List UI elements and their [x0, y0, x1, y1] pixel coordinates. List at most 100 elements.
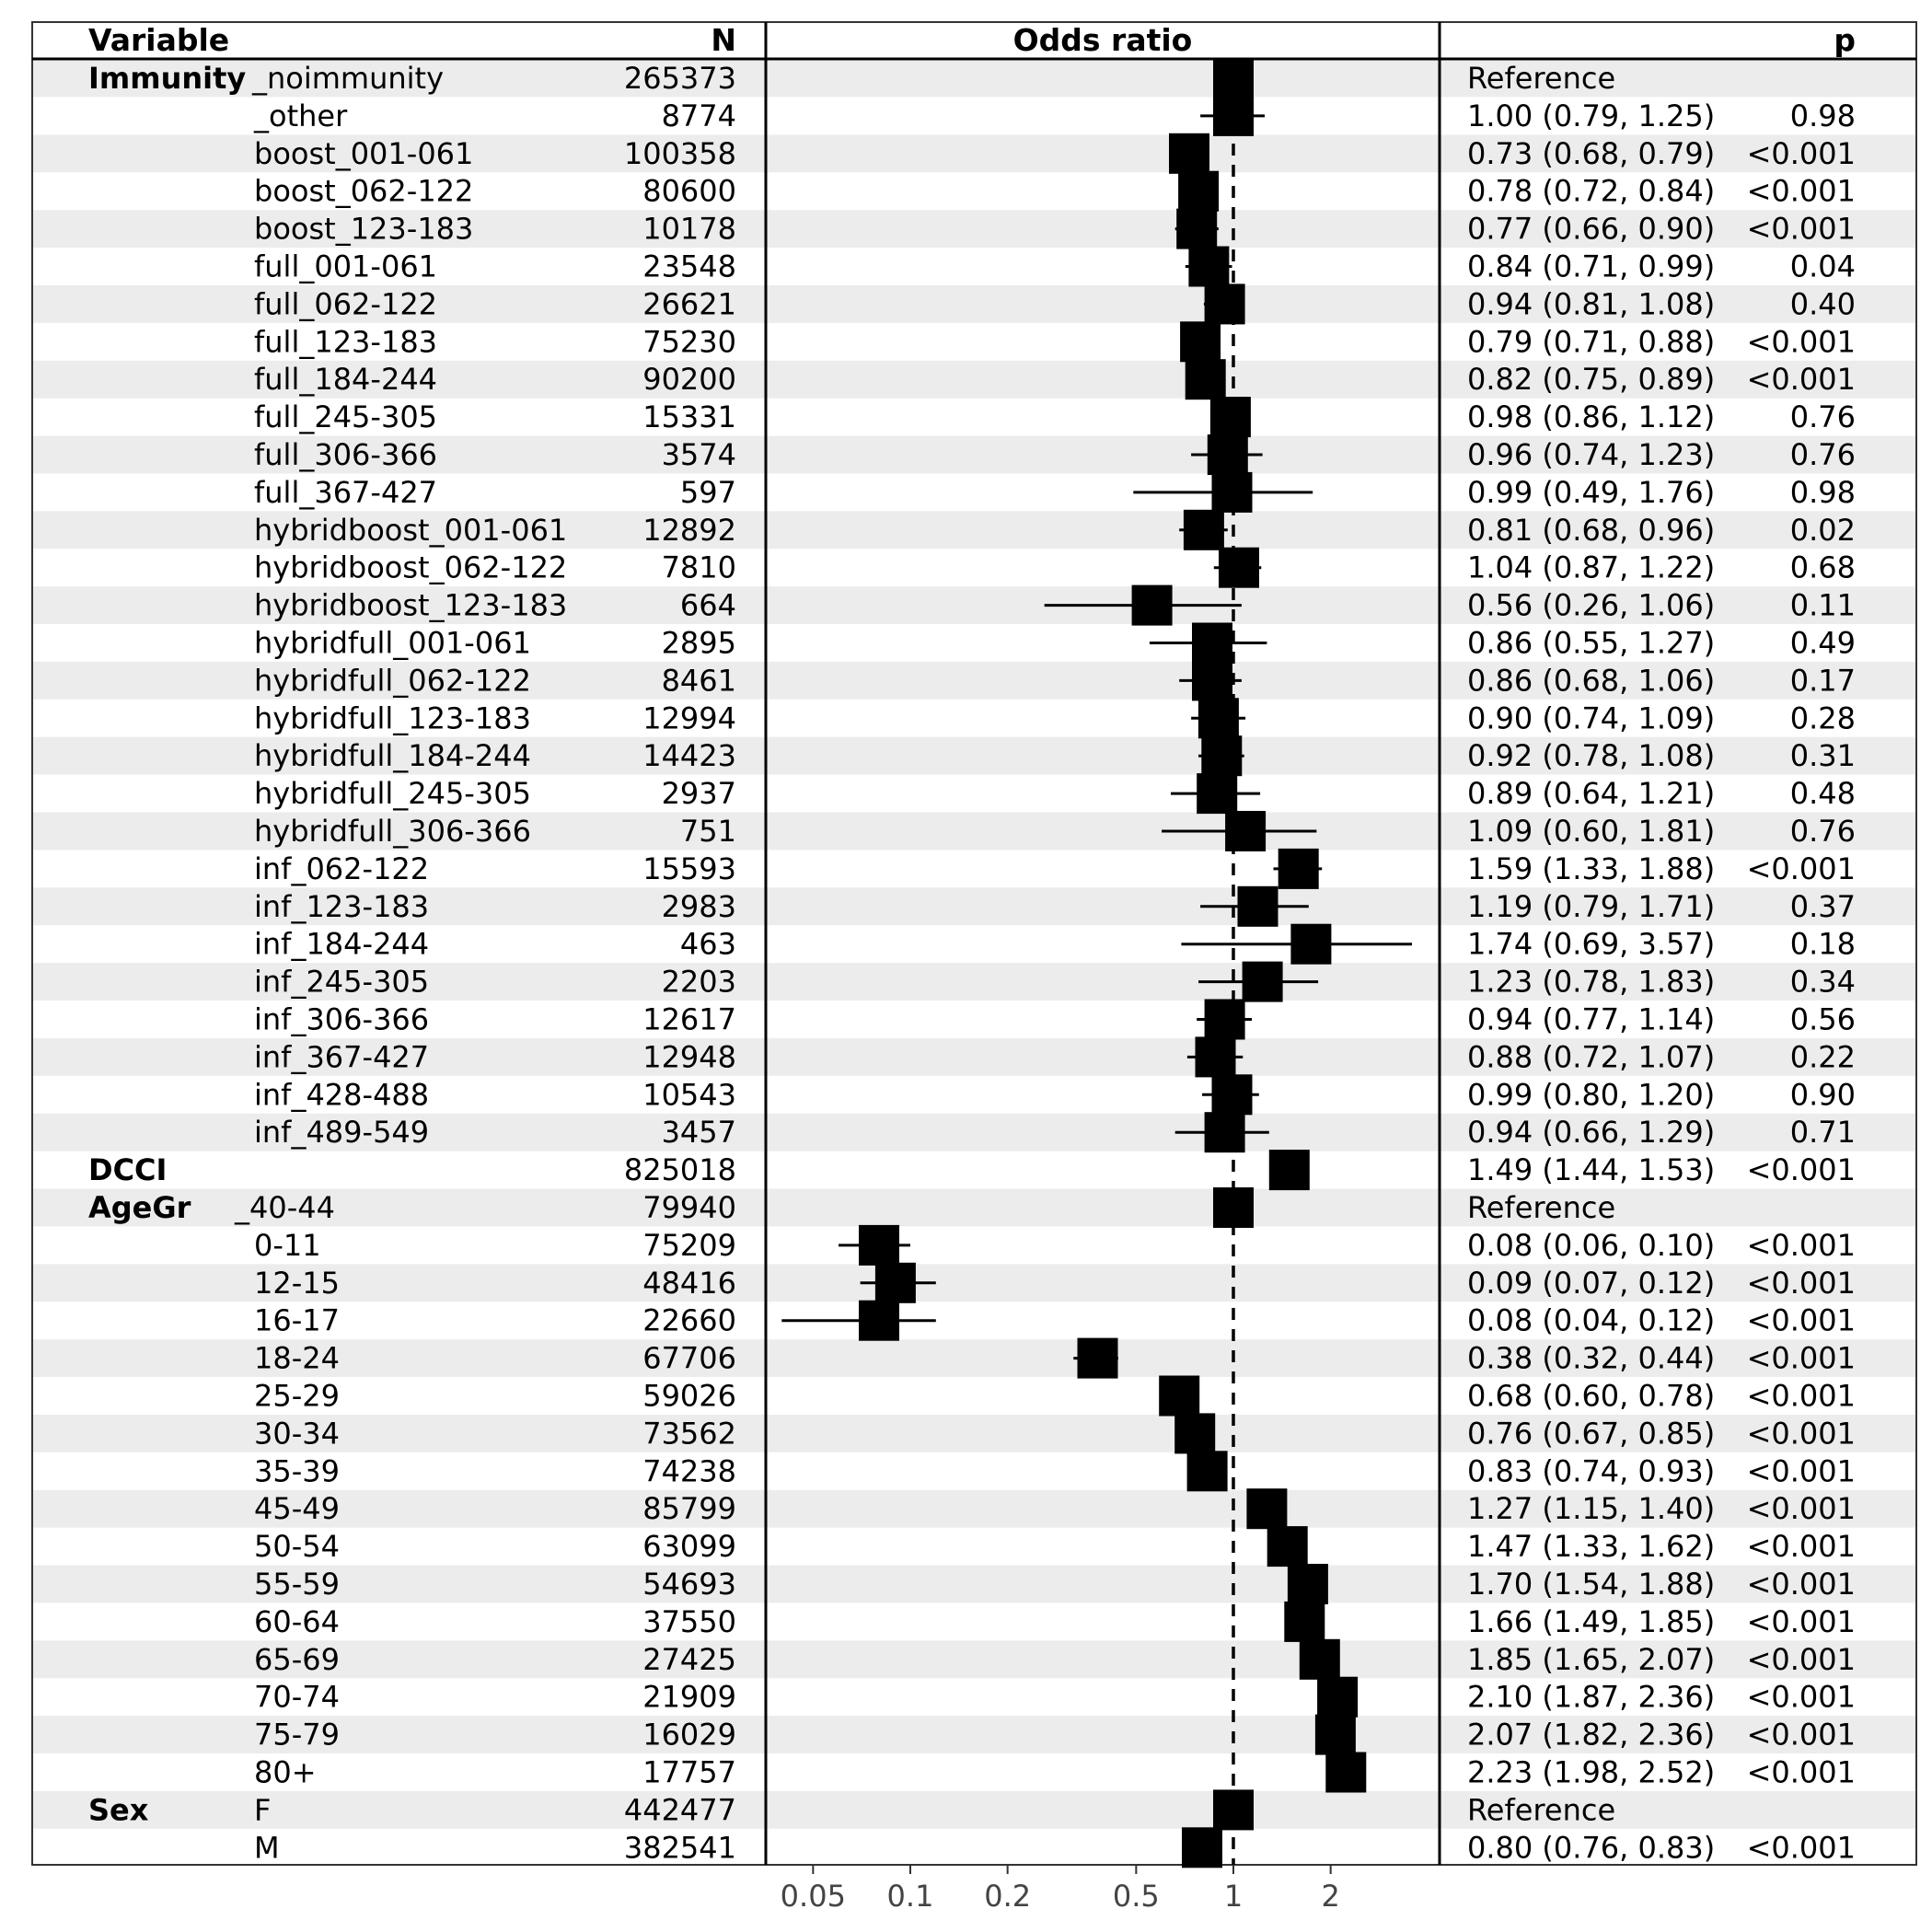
level-label: boost_123-183: [254, 212, 473, 247]
estimate-square: [1183, 509, 1224, 550]
level-label: inf_428-488: [254, 1077, 429, 1112]
p-value: 0.02: [1790, 513, 1856, 548]
n-value: 825018: [624, 1152, 736, 1187]
level-label: inf_062-122: [254, 851, 429, 886]
n-value: 3457: [662, 1115, 736, 1150]
estimate-square: [1204, 1112, 1245, 1153]
level-label: hybridboost_062-122: [254, 550, 567, 585]
p-value: <0.001: [1747, 1755, 1856, 1790]
estimate-square: [1325, 1752, 1367, 1793]
row-band: [32, 1565, 1916, 1603]
p-value: <0.001: [1747, 1341, 1856, 1376]
n-value: 17757: [642, 1755, 736, 1790]
row-band: [32, 736, 1916, 775]
variable-label: AgeGr: [88, 1190, 191, 1225]
n-value: 597: [680, 475, 736, 510]
p-value: 0.68: [1790, 550, 1856, 585]
n-value: 54693: [642, 1567, 736, 1602]
row-band: [32, 1188, 1916, 1227]
n-value: 12617: [642, 1002, 736, 1037]
p-value: <0.001: [1747, 1303, 1856, 1338]
level-label: boost_001-061: [254, 136, 473, 171]
n-value: 100358: [624, 136, 736, 171]
n-value: 59026: [642, 1379, 736, 1414]
p-value: 0.71: [1790, 1115, 1856, 1150]
n-value: 79940: [642, 1190, 736, 1225]
n-value: 10178: [642, 212, 736, 247]
estimate-square: [1211, 471, 1253, 513]
row-band: [32, 1037, 1916, 1076]
estimate-text: 1.70 (1.54, 1.88): [1467, 1567, 1715, 1602]
n-value: 7810: [662, 550, 736, 585]
p-value: <0.001: [1747, 1379, 1856, 1414]
p-value: 0.18: [1790, 927, 1856, 962]
p-value: <0.001: [1747, 1718, 1856, 1753]
estimate-square: [1213, 1789, 1254, 1831]
p-value: 0.98: [1790, 475, 1856, 510]
level-label: hybridfull_062-122: [254, 663, 531, 698]
x-tick-label: 0.5: [1113, 1879, 1160, 1914]
estimate-square: [1207, 434, 1248, 475]
estimate-square: [1131, 584, 1173, 626]
p-value: <0.001: [1747, 136, 1856, 171]
estimate-text: 0.94 (0.81, 1.08): [1467, 286, 1715, 321]
estimate-text: 1.19 (0.79, 1.71): [1467, 889, 1715, 924]
p-value: <0.001: [1747, 174, 1856, 209]
estimate-text: 0.09 (0.07, 0.12): [1467, 1266, 1715, 1301]
p-value: 0.17: [1790, 663, 1856, 698]
table-border: [31, 21, 1917, 1866]
estimate-square: [1186, 1451, 1228, 1492]
p-value: 0.40: [1790, 286, 1856, 321]
level-label: 18-24: [254, 1341, 340, 1376]
estimate-square: [1219, 547, 1259, 588]
row-band: [32, 1790, 1916, 1829]
row-band: [32, 1640, 1916, 1679]
p-value: 0.49: [1790, 626, 1856, 661]
variable-label: Immunity: [88, 61, 246, 96]
estimate-text: 0.90 (0.74, 1.09): [1467, 700, 1715, 735]
level-label: full_001-061: [254, 249, 437, 284]
estimate-text: 2.23 (1.98, 2.52): [1467, 1755, 1715, 1790]
p-value: 0.31: [1790, 738, 1856, 773]
level-label: _other: [253, 98, 348, 133]
n-value: 80600: [642, 174, 736, 209]
p-value: <0.001: [1747, 1680, 1856, 1715]
level-label: 12-15: [254, 1266, 340, 1301]
estimate-text: 0.56 (0.26, 1.06): [1467, 588, 1715, 623]
n-value: 8461: [662, 663, 736, 698]
estimate-text: 1.47 (1.33, 1.62): [1467, 1529, 1715, 1564]
level-label: 70-74: [254, 1680, 340, 1715]
estimate-square: [1290, 923, 1332, 965]
level-label: 60-64: [254, 1604, 340, 1639]
row-band: [32, 1339, 1916, 1377]
n-value: 12892: [642, 513, 736, 548]
x-axis: 0.05 0.1 0.2 0.5 1 2: [781, 1865, 1340, 1914]
n-value: 382541: [624, 1830, 736, 1865]
x-tick-label: 1: [1224, 1879, 1243, 1914]
level-label: 55-59: [254, 1567, 340, 1602]
level-label: full_367-427: [254, 475, 437, 510]
n-value: 22660: [642, 1303, 736, 1338]
level-label: 25-29: [254, 1379, 340, 1414]
p-value: <0.001: [1747, 1491, 1856, 1526]
n-value: 37550: [642, 1604, 736, 1639]
estimate-square: [1209, 397, 1251, 438]
estimate-square: [1237, 885, 1278, 927]
p-value: 0.11: [1790, 588, 1856, 623]
p-value: <0.001: [1747, 1642, 1856, 1677]
estimate-text: 0.78 (0.72, 0.84): [1467, 174, 1715, 209]
level-label: 0-11: [254, 1228, 321, 1263]
p-value: <0.001: [1747, 1830, 1856, 1865]
n-value: 2895: [662, 626, 736, 661]
level-label: hybridfull_306-366: [254, 814, 531, 849]
n-value: 90200: [642, 362, 736, 397]
estimate-square: [1169, 133, 1209, 174]
n-value: 74238: [642, 1453, 736, 1488]
n-value: 10543: [642, 1077, 736, 1112]
level-label: full_184-244: [254, 362, 437, 397]
level-label: full_123-183: [254, 324, 437, 359]
n-value: 3574: [662, 437, 736, 472]
row-band: [32, 134, 1916, 173]
estimate-text: 2.07 (1.82, 2.36): [1467, 1718, 1715, 1753]
level-label: 45-49: [254, 1491, 340, 1526]
